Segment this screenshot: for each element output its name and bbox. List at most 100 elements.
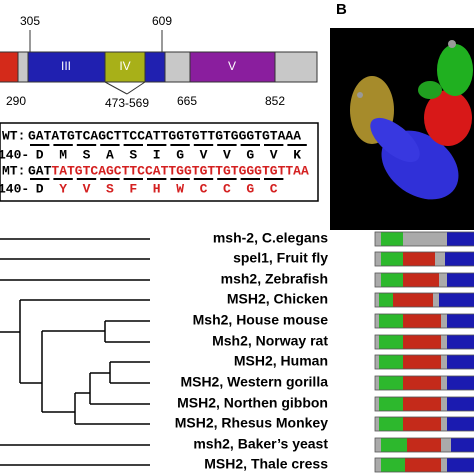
domain-bar-segment xyxy=(403,232,447,246)
domain-bar-segment xyxy=(403,252,435,266)
domain-bar-segment xyxy=(439,273,447,287)
domain-bar-segment xyxy=(441,335,447,349)
position-label: 140- xyxy=(0,147,29,162)
domain-bar-segment xyxy=(381,232,403,246)
domain-bar-segment xyxy=(375,314,379,328)
domain-bar-segment xyxy=(379,355,403,369)
domain-bar-segment xyxy=(447,417,474,431)
domain-segment xyxy=(144,51,166,83)
domain-bar-outline xyxy=(374,416,474,432)
domain-bar-segment xyxy=(375,417,379,431)
domain-bar-segment xyxy=(447,273,474,287)
residue: M xyxy=(59,147,67,162)
species-label: Msh2, House mouse xyxy=(193,312,329,328)
residue-mutant: F xyxy=(129,181,137,196)
domain-bar-segment xyxy=(447,314,474,328)
position-label: 473-569 xyxy=(105,96,149,110)
position-label: 609 xyxy=(152,14,172,28)
domain-bar-segment xyxy=(447,376,474,390)
domain-bar-segment xyxy=(403,417,441,431)
residue: A xyxy=(106,147,114,162)
position-label: 665 xyxy=(177,94,197,108)
domain-bar-segment xyxy=(435,252,445,266)
domain-bar-outline xyxy=(374,457,474,473)
domain-bar-segment xyxy=(379,417,403,431)
residue: D xyxy=(36,147,44,162)
domain-bar-outline xyxy=(374,396,474,412)
protein-structure xyxy=(330,28,474,230)
domain-bar-segment xyxy=(433,293,439,307)
domain-bar-segment xyxy=(375,376,379,390)
row-label: MT: xyxy=(2,163,25,178)
domain-bar-segment xyxy=(375,252,381,266)
domain-bar-outline xyxy=(374,231,474,247)
residue-mutant: V xyxy=(83,181,91,196)
residue: S xyxy=(129,147,137,162)
domain-bar-segment xyxy=(375,458,381,472)
domain-bar-segment xyxy=(441,417,447,431)
dna-sequence: GATATGTCAGCTTCCATTGGTGTTGTGGGTGTAAA xyxy=(28,128,301,143)
domain-segment xyxy=(17,51,29,83)
residue: V xyxy=(223,147,231,162)
domain-segment xyxy=(0,51,19,83)
domain-bar-segment xyxy=(393,293,433,307)
residue: V xyxy=(200,147,208,162)
domain-bar-outline xyxy=(374,437,474,453)
residue-mutant: H xyxy=(153,181,161,196)
domain-segment xyxy=(189,51,276,83)
domain-bar-outline xyxy=(374,354,474,370)
domain-bar-segment xyxy=(375,293,379,307)
bracket xyxy=(126,81,146,95)
domain-bar-segment xyxy=(403,273,439,287)
species-label: msh2, Baker’s yeast xyxy=(193,436,328,452)
residue-mutant: C xyxy=(223,181,231,196)
sequence-box xyxy=(0,122,319,202)
residue: G xyxy=(246,147,254,162)
residue: D xyxy=(36,181,44,196)
domain-bar-segment xyxy=(441,438,451,452)
residue-mutant: G xyxy=(246,181,254,196)
domain-map xyxy=(0,30,318,95)
domain-segment xyxy=(27,51,106,83)
domain-bar-segment xyxy=(441,458,447,472)
domain-bar-segment xyxy=(405,458,441,472)
residue: G xyxy=(176,147,184,162)
species-label: MSH2, Human xyxy=(234,353,328,369)
domain-bar-segment xyxy=(375,355,379,369)
species-label: MSH2, Northen gibbon xyxy=(177,395,328,411)
domain-bar-segment xyxy=(379,335,403,349)
domain-bar-segment xyxy=(439,293,474,307)
domain-bar-segment xyxy=(447,355,474,369)
domain-bar-segment xyxy=(403,335,441,349)
domain-bar-outline xyxy=(374,292,474,308)
residue-mutant: W xyxy=(176,181,184,196)
position-label: 140- xyxy=(0,181,29,196)
domain-bar-segment xyxy=(381,273,403,287)
species-label: msh2, Zebrafish xyxy=(221,271,328,287)
domain-bar-segment xyxy=(447,335,474,349)
domain-bar-segment xyxy=(447,397,474,411)
bracket xyxy=(104,81,128,95)
domain-bar-segment xyxy=(441,355,447,369)
position-label: 290 xyxy=(6,94,26,108)
phylogenetic-tree xyxy=(0,238,150,466)
domain-bar-outline xyxy=(374,251,474,267)
residue-mutant: C xyxy=(200,181,208,196)
domain-bar-segment xyxy=(375,232,381,246)
residue: K xyxy=(293,147,301,162)
domain-bar-segment xyxy=(403,397,441,411)
domain-bar-segment xyxy=(447,232,474,246)
domain-bar-outline xyxy=(374,272,474,288)
domain-bar-segment xyxy=(375,397,379,411)
domain-bar-segment xyxy=(381,458,405,472)
species-label: MSH2, Chicken xyxy=(227,291,328,307)
domain-label: V xyxy=(228,59,236,73)
residue-mutant: Y xyxy=(59,181,67,196)
domain-bar-segment xyxy=(447,458,474,472)
domain-label: IV xyxy=(119,59,130,73)
domain-bar-segment xyxy=(451,438,474,452)
row-label: WT: xyxy=(2,128,25,143)
domain-label: III xyxy=(61,59,71,73)
domain-bar-segment xyxy=(441,314,447,328)
